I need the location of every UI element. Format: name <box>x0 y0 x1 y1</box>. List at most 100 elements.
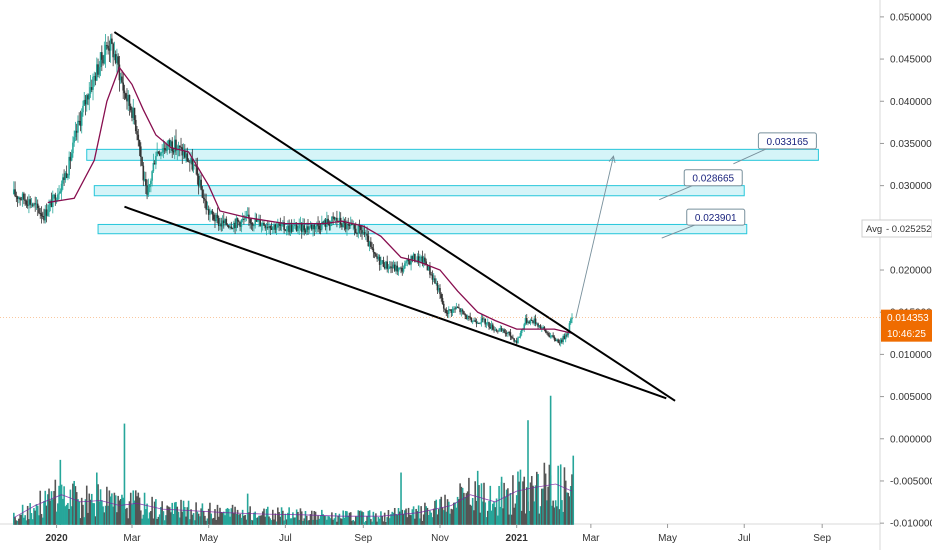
volume-bar <box>398 511 401 525</box>
candle-body <box>289 225 292 233</box>
candle-body <box>387 268 390 270</box>
candle-body <box>559 339 562 344</box>
volume-bar <box>92 503 94 525</box>
candle-body <box>171 141 174 151</box>
volume-bar <box>435 499 438 525</box>
volume-bar <box>216 504 219 525</box>
volume-bar <box>127 518 130 525</box>
time-axis[interactable]: 2020 Mar May Jul Sep Nov 2021 Mar May Jul Sep <box>45 524 832 544</box>
volume-bar <box>344 510 347 525</box>
candle-body <box>388 266 391 269</box>
volume-bar <box>327 516 329 525</box>
volume-bar <box>30 513 33 525</box>
candle-body <box>342 220 344 228</box>
volume-bar <box>26 505 29 525</box>
candle-body <box>236 218 239 222</box>
candle-body <box>221 220 224 227</box>
candle-body <box>278 223 280 225</box>
volume-bar <box>471 497 474 525</box>
candle-body <box>112 43 114 58</box>
resistance-zone-1[interactable] <box>86 148 819 161</box>
candle-body <box>476 322 479 324</box>
candle-body <box>207 209 210 215</box>
volume-bar <box>41 517 44 525</box>
volume-bar <box>133 500 136 525</box>
volume-spike <box>246 493 249 525</box>
candle-body <box>458 307 460 309</box>
volume-bar <box>436 514 439 525</box>
candle-body <box>195 164 197 167</box>
volume-bar <box>347 515 350 525</box>
volume-bar <box>448 501 450 525</box>
candle-body <box>70 153 73 161</box>
candle-body <box>440 294 443 299</box>
volume-bar <box>481 501 484 525</box>
candle-body <box>485 322 488 325</box>
candle-body <box>348 224 351 226</box>
volume-bar <box>554 500 557 525</box>
volume-bar <box>241 509 244 525</box>
candle-body <box>75 130 78 133</box>
candle-body <box>378 256 381 265</box>
zone-label-1[interactable]: 0.033165 <box>733 132 817 165</box>
candle-body <box>523 324 526 330</box>
volume-bar <box>349 512 352 525</box>
volume-bar <box>18 518 20 525</box>
volume-bar <box>393 507 396 525</box>
volume-bar <box>441 507 444 525</box>
candle-body <box>177 145 180 150</box>
volume-bar <box>50 491 53 525</box>
candle-body <box>285 230 288 232</box>
candle-body <box>107 45 109 49</box>
projection-arrow[interactable] <box>575 156 614 319</box>
volume-bar <box>304 511 307 525</box>
volume-bar <box>405 508 407 525</box>
volume-spike <box>400 472 402 525</box>
wedge-lower-line[interactable] <box>124 205 667 400</box>
volume-bar <box>321 509 323 525</box>
candle-body <box>556 339 558 342</box>
volume-bar <box>466 491 469 525</box>
candle-body <box>205 200 207 210</box>
volume-bar <box>463 492 465 525</box>
volume-bar <box>322 514 324 525</box>
candle-body <box>117 56 119 65</box>
candle-body <box>464 314 466 316</box>
candle-body <box>219 223 221 227</box>
volume-bar <box>260 515 263 525</box>
y-tick-label: 0.000000 <box>890 434 932 445</box>
candle-body <box>142 165 145 181</box>
candle-body <box>398 267 401 269</box>
candle-body <box>377 256 380 259</box>
candle-body <box>255 218 258 222</box>
volume-bar <box>552 500 554 525</box>
volume-bar <box>553 507 556 525</box>
volume-bar <box>333 518 336 525</box>
zone-label-3[interactable]: 0.023901 <box>661 208 746 239</box>
wedge-upper-line[interactable] <box>113 31 676 402</box>
candle-body <box>210 210 212 214</box>
candle-body <box>510 336 513 338</box>
candle-body <box>102 59 104 64</box>
last-price-value: 0.014353 <box>887 313 929 324</box>
volume-bar <box>551 505 553 525</box>
candle-body <box>220 223 223 227</box>
volume-bar <box>391 511 394 525</box>
volume-bar <box>410 515 412 525</box>
candle-body <box>547 332 549 336</box>
volume-bar <box>363 522 366 525</box>
resistance-zone-2[interactable] <box>93 185 745 197</box>
zone-label-2[interactable]: 0.028665 <box>659 169 743 201</box>
candle-body <box>356 233 358 235</box>
candle-body <box>192 164 195 170</box>
volume-bar <box>525 487 528 525</box>
candle-body <box>28 199 30 206</box>
volume-spike <box>123 423 126 525</box>
candle-body <box>507 331 509 334</box>
volume-bar <box>507 488 509 525</box>
candle-body <box>481 318 484 320</box>
candle-body <box>362 232 365 234</box>
volume-bar <box>519 469 522 525</box>
volume-bar <box>277 507 279 525</box>
candle-body <box>427 266 430 271</box>
